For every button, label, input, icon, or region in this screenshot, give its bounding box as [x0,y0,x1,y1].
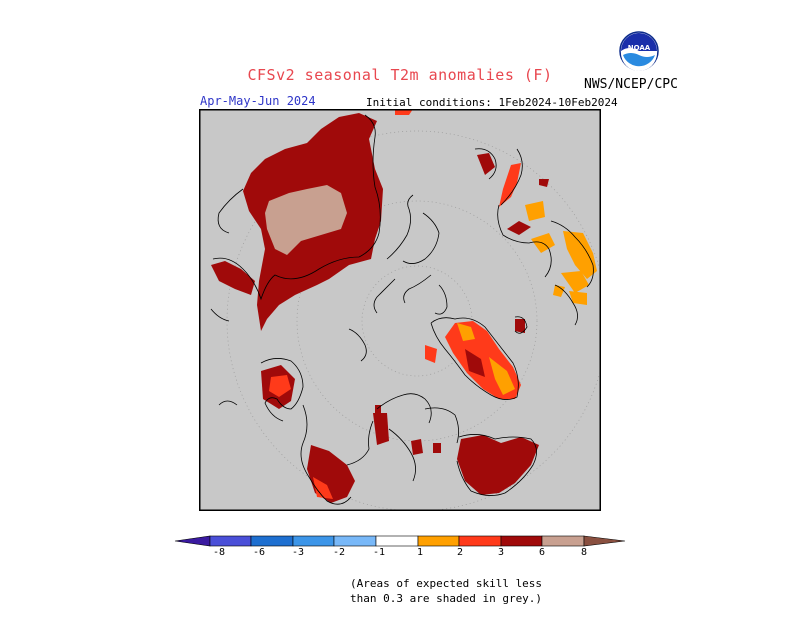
colorbar-cell-plus6-plus8 [541,535,585,547]
colorbar-tick-label: -3 [291,547,305,558]
anomaly-east-asia [411,435,539,495]
colorbar-cell-plus3-plus6 [500,535,543,547]
anomaly-europe [261,365,389,503]
colorbar-cell-minus8-minus6 [209,535,252,547]
skill-note-line: (Areas of expected skill less [350,577,543,590]
colorbar-tick-label: 2 [456,547,464,558]
colorbar-tick-label: -1 [372,547,386,558]
skill-note: (Areas of expected skill less than 0.3 a… [350,576,542,606]
colorbar-cell-plus1-plus2 [417,535,460,547]
map-title: CFSv2 seasonal T2m anomalies (F) [247,66,553,84]
colorbar-cell-lt-minus8 [174,535,211,547]
colorbar-cell-plus2-plus3 [458,535,502,547]
colorbar-cell-neutral [375,535,419,547]
colorbar-tick-label: -6 [252,547,266,558]
colorbar-tick-label: 6 [538,547,546,558]
noaa-logo-icon: NOAA [619,31,659,71]
colorbar-cell-gt-plus8 [583,535,626,547]
agency-label: NWS/NCEP/CPC [584,77,678,92]
colorbar-tick-label: -8 [212,547,226,558]
season-label: Apr-May-Jun 2024 [200,94,316,108]
colorbar-cell-minus2-minus1 [333,535,377,547]
anomaly-northeast [477,153,597,333]
colorbar-tick-label: 1 [416,547,424,558]
coastlines [210,114,594,505]
colorbar-tick-label: -2 [332,547,346,558]
noaa-logo-text: NOAA [628,44,651,52]
colorbar-cell-minus6-minus3 [250,535,294,547]
colorbar-cell-minus3-minus2 [292,535,335,547]
colorbar [174,535,626,547]
initial-conditions-label: Initial conditions: 1Feb2024-10Feb2024 [366,96,618,109]
colorbar-tick-label: 3 [497,547,505,558]
skill-note-line: than 0.3 are shaded in grey.) [350,592,543,605]
map-frame [199,109,601,511]
anomaly-map [199,109,601,511]
colorbar-tick-label: 8 [580,547,588,558]
